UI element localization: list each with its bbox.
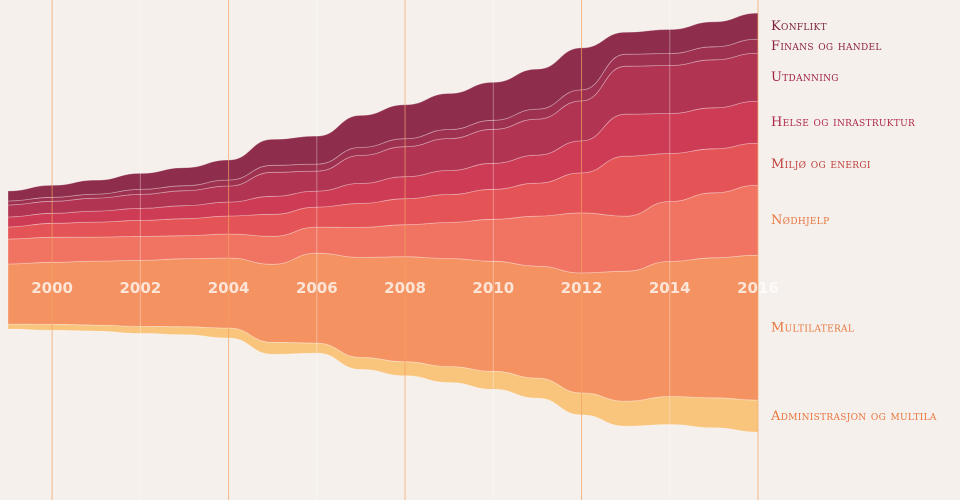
year-label-2002: 2002 [119, 279, 161, 297]
year-label-2014: 2014 [649, 279, 691, 297]
category-labels: Administrasjon og multila Multilateral Nød… [770, 19, 937, 424]
year-label-2004: 2004 [208, 279, 250, 297]
category-label-4: Helse og inrastruktur [771, 115, 915, 130]
year-label-2006: 2006 [296, 279, 338, 297]
year-label-2012: 2012 [561, 279, 603, 297]
year-label-2016: 2016 [737, 279, 779, 297]
year-label-2008: 2008 [384, 279, 426, 297]
category-label-0: Administrasjon og multila [770, 409, 937, 424]
year-label-2010: 2010 [472, 279, 514, 297]
category-label-2: Nødhjelp [771, 213, 829, 228]
category-label-6: Finans og handel [771, 39, 882, 54]
category-label-7: Konflikt [771, 19, 827, 34]
category-label-3: Miljø og energi [771, 157, 871, 172]
category-label-5: Utdanning [771, 70, 839, 85]
year-gridlines [51, 0, 759, 500]
category-label-1: Multilateral [771, 321, 854, 336]
year-labels: 2000 2002 2004 2006 2008 2010 2012 2014 2016 [31, 279, 779, 297]
year-label-2000: 2000 [31, 279, 73, 297]
stream-layers [7, 12, 759, 433]
